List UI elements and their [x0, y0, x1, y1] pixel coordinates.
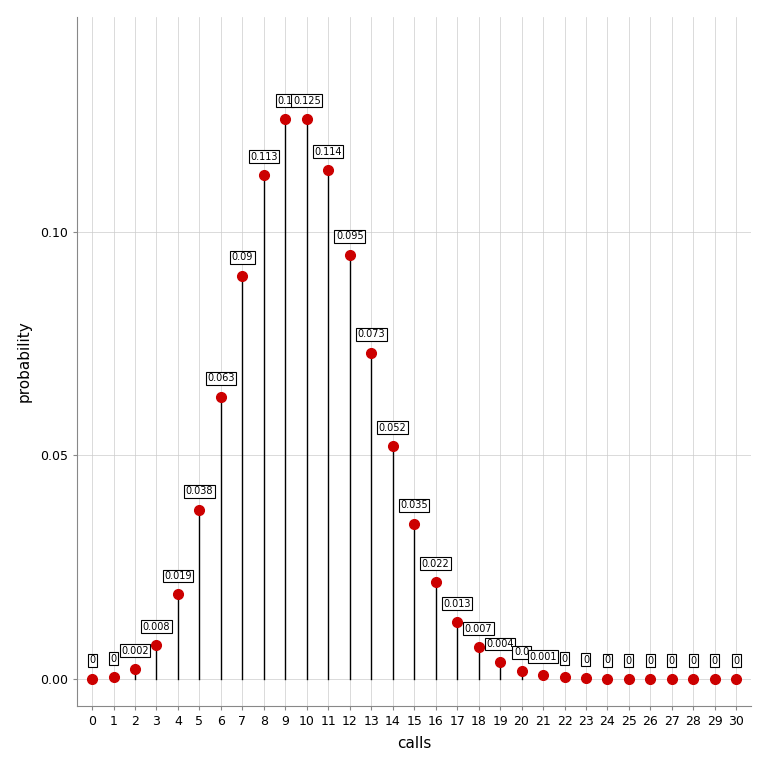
X-axis label: calls: calls — [397, 737, 432, 751]
Text: 0: 0 — [583, 655, 589, 665]
Text: 0: 0 — [111, 654, 117, 664]
Text: 0: 0 — [647, 656, 654, 666]
Text: 0: 0 — [89, 655, 95, 666]
Text: 0: 0 — [669, 656, 675, 666]
Text: 0.114: 0.114 — [315, 147, 342, 157]
Text: 0.095: 0.095 — [336, 231, 363, 241]
Text: 0: 0 — [604, 655, 611, 665]
Text: 0.008: 0.008 — [143, 622, 170, 632]
Text: 0.002: 0.002 — [121, 646, 149, 656]
Text: 0.125: 0.125 — [293, 96, 321, 106]
Text: 0.004: 0.004 — [486, 639, 514, 649]
Y-axis label: probability: probability — [17, 320, 31, 402]
Text: 0.038: 0.038 — [186, 486, 214, 496]
Text: 0: 0 — [733, 656, 740, 666]
Text: 0.073: 0.073 — [357, 329, 385, 339]
Text: 0: 0 — [626, 656, 632, 666]
Text: 0.001: 0.001 — [529, 652, 557, 662]
Text: 0.007: 0.007 — [465, 624, 492, 634]
Text: 0: 0 — [712, 656, 718, 666]
Text: 0.019: 0.019 — [164, 571, 192, 581]
Text: 0.063: 0.063 — [207, 373, 235, 383]
Text: 0.1: 0.1 — [278, 96, 293, 106]
Text: 0.09: 0.09 — [232, 253, 253, 263]
Text: 0.113: 0.113 — [250, 152, 277, 162]
Text: 0.052: 0.052 — [379, 422, 406, 432]
Text: 0.035: 0.035 — [400, 500, 428, 510]
Text: 0.013: 0.013 — [443, 598, 471, 608]
Text: 0.0: 0.0 — [514, 647, 529, 657]
Text: 0.022: 0.022 — [422, 558, 449, 568]
Text: 0: 0 — [690, 656, 697, 666]
Text: 0: 0 — [561, 654, 568, 664]
